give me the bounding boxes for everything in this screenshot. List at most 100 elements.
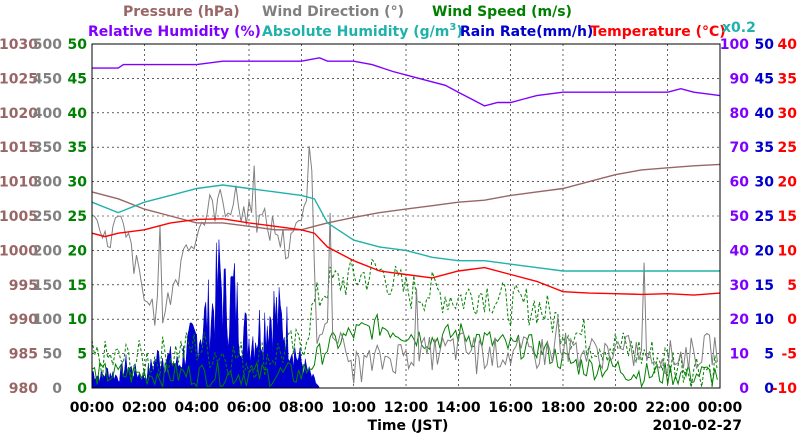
xtick-3: 06:00: [227, 400, 272, 416]
series-wind-direction: [91, 146, 718, 384]
ytick-wind-direction-1: 450: [33, 71, 62, 87]
series-wind-speed-avg: [91, 312, 718, 389]
xtick-9: 18:00: [541, 400, 586, 416]
ytick-relative-humidity-2: 80: [730, 106, 750, 122]
xtick-7: 14:00: [436, 400, 481, 416]
xtick-11: 22:00: [645, 400, 690, 416]
ytick-temperature-2: 30: [778, 106, 798, 122]
legend-wind-speed: Wind Speed (m/s): [432, 4, 572, 20]
ytick-temperature-0: 40: [778, 37, 798, 53]
legend-rain-rate: Rain Rate(mm/h): [460, 24, 593, 40]
ytick-pressure-9: 985: [9, 347, 38, 363]
ytick-temperature-9: -5: [781, 347, 797, 363]
ytick-wind-speed-4: 30: [68, 175, 88, 191]
ytick-rain-rate-7: 15: [755, 278, 774, 294]
ytick-relative-humidity-1: 90: [730, 71, 750, 87]
xtick-12: 00:00: [698, 400, 743, 416]
x-axis: 00:00 02:00 04:00 06:00 08:00 10:00 12:00 14:00…: [70, 400, 743, 416]
xtick-0: 00:00: [70, 400, 115, 416]
ytick-wind-direction-4: 300: [33, 175, 62, 191]
series-temperature: [91, 218, 721, 296]
x02-label: x0.2: [722, 20, 756, 36]
legend-pressure: Pressure (hPa): [123, 4, 240, 20]
ytick-pressure-2: 1020: [0, 106, 38, 122]
ytick-temperature-5: 15: [778, 209, 797, 225]
ytick-wind-direction-10: 0: [52, 381, 62, 397]
ytick-pressure-10: 980: [9, 381, 38, 397]
ytick-pressure-7: 995: [9, 278, 38, 294]
series-layer: [91, 57, 721, 389]
ytick-temperature-7: 5: [787, 278, 797, 294]
ytick-rain-rate-2: 40: [755, 106, 775, 122]
ytick-rain-rate-8: 10: [755, 312, 775, 328]
xtick-6: 12:00: [384, 400, 429, 416]
xtick-5: 10:00: [331, 400, 376, 416]
xtick-4: 08:00: [279, 400, 324, 416]
ytick-temperature-1: 35: [778, 71, 797, 87]
ytick-wind-direction-8: 100: [33, 312, 62, 328]
ytick-wind-speed-10: 0: [77, 381, 87, 397]
ytick-relative-humidity-9: 10: [730, 347, 750, 363]
ytick-rain-rate-5: 25: [755, 209, 774, 225]
ytick-relative-humidity-4: 60: [730, 175, 750, 191]
ytick-wind-speed-3: 35: [68, 140, 87, 156]
x-axis-label: Time (JST): [368, 418, 449, 434]
ytick-relative-humidity-5: 50: [730, 209, 750, 225]
ytick-pressure-3: 1015: [0, 140, 38, 156]
ytick-wind-direction-0: 500: [33, 37, 62, 53]
ytick-wind-speed-8: 10: [68, 312, 88, 328]
ytick-temperature-4: 20: [778, 175, 798, 191]
ytick-wind-direction-9: 50: [43, 347, 63, 363]
ytick-wind-speed-2: 40: [68, 106, 88, 122]
ytick-pressure-1: 1025: [0, 71, 38, 87]
ytick-wind-direction-6: 200: [33, 243, 62, 259]
ytick-wind-speed-1: 45: [68, 71, 87, 87]
legend-absolute-humidity: Absolute Humidity (g/m3): [262, 22, 463, 40]
ytick-wind-direction-5: 250: [33, 209, 62, 225]
ytick-rain-rate-4: 30: [755, 175, 775, 191]
ytick-wind-speed-0: 50: [68, 37, 88, 53]
series-wind-speed-gust: [91, 258, 718, 388]
ytick-wind-direction-7: 150: [33, 278, 62, 294]
ytick-rain-rate-1: 45: [755, 71, 774, 87]
ytick-relative-humidity-3: 70: [730, 140, 750, 156]
ytick-temperature-6: 10: [778, 243, 798, 259]
ytick-wind-direction-2: 400: [33, 106, 62, 122]
ytick-temperature-10: -10: [772, 381, 798, 397]
legend-wind-direction: Wind Direction (°): [262, 4, 404, 20]
ytick-pressure-5: 1005: [0, 209, 38, 225]
ytick-wind-speed-9: 5: [77, 347, 87, 363]
ytick-rain-rate-6: 20: [755, 243, 775, 259]
ytick-rain-rate-0: 50: [755, 37, 775, 53]
legend-temperature: Temperature (°C): [590, 24, 726, 40]
series-relative-humidity: [92, 57, 721, 107]
ytick-wind-speed-6: 20: [68, 243, 88, 259]
series-absolute-humidity: [91, 184, 720, 272]
plot-frame: [91, 43, 721, 389]
legend-relative-humidity: Relative Humidity (%): [88, 24, 261, 40]
y-axes: 1030102510201015101010051000995990985980…: [0, 37, 797, 397]
gridlines: [92, 44, 720, 388]
legend: Pressure (hPa) Wind Direction (°) Wind S…: [88, 4, 756, 40]
ytick-relative-humidity-8: 20: [730, 312, 750, 328]
ytick-relative-humidity-0: 100: [720, 37, 749, 53]
date-label: 2010-02-27: [652, 418, 742, 434]
ytick-wind-direction-3: 350: [33, 140, 62, 156]
ytick-temperature-3: 25: [778, 140, 797, 156]
ytick-pressure-0: 1030: [0, 37, 38, 53]
ytick-wind-speed-7: 15: [68, 278, 87, 294]
ytick-rain-rate-10: 0: [764, 381, 774, 397]
series-pressure: [91, 163, 721, 231]
ytick-pressure-6: 1000: [0, 243, 38, 259]
ytick-relative-humidity-6: 40: [730, 243, 750, 259]
xtick-10: 20:00: [593, 400, 638, 416]
ytick-pressure-4: 1010: [0, 175, 38, 191]
xtick-8: 16:00: [488, 400, 533, 416]
xtick-2: 04:00: [174, 400, 219, 416]
ytick-relative-humidity-10: 0: [739, 381, 749, 397]
ytick-pressure-8: 990: [9, 312, 38, 328]
ytick-rain-rate-3: 35: [755, 140, 774, 156]
ytick-temperature-8: 0: [787, 312, 797, 328]
xtick-1: 02:00: [122, 400, 167, 416]
